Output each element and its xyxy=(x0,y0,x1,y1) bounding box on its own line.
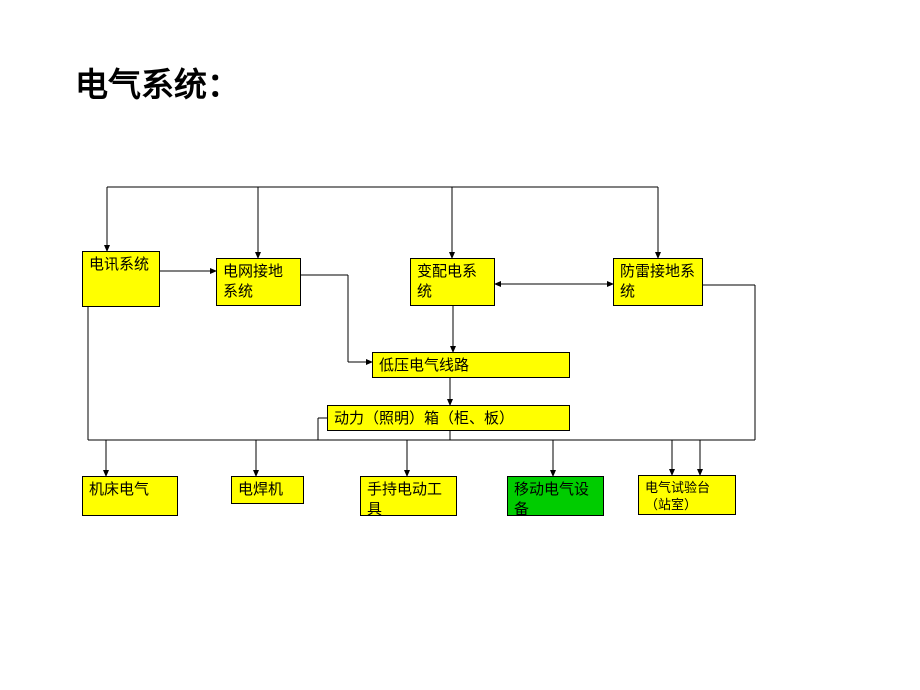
flowchart-node-lightning: 防雷接地系统 xyxy=(613,258,703,306)
page-title: 电气系统： xyxy=(75,58,240,106)
flowchart-node-machine: 机床电气 xyxy=(82,476,178,516)
flowchart-node-telecom: 电讯系统 xyxy=(82,251,160,307)
flowchart-node-welder: 电焊机 xyxy=(231,476,304,504)
flowchart-node-mobile: 移动电气设备 xyxy=(507,476,604,516)
flowchart-node-grid: 电网接地系统 xyxy=(216,258,301,306)
flowchart-node-lowvolt: 低压电气线路 xyxy=(372,352,570,378)
flowchart-node-powerbox: 动力（照明）箱（柜、板） xyxy=(327,405,570,431)
flowchart-node-handtool: 手持电动工具 xyxy=(360,476,457,516)
flowchart-node-testbench: 电气试验台（站室） xyxy=(638,475,736,515)
flowchart-node-transform: 变配电系统 xyxy=(410,258,495,306)
